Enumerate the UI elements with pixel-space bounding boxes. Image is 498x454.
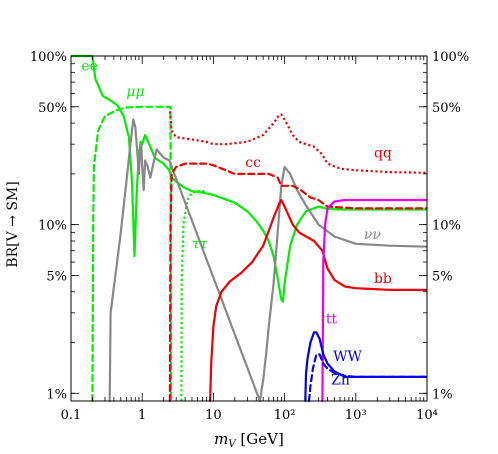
y-tick-label-right: 5% <box>432 269 453 284</box>
series-line-3 <box>108 118 427 403</box>
series-line-2 <box>180 190 207 402</box>
x-tick-label: 10⁴ <box>416 408 438 423</box>
series-label: cc <box>245 155 261 171</box>
series-line-1 <box>91 105 173 403</box>
plot-frame <box>70 55 428 402</box>
series-labels: ee μμ ττ νν qq cc bb tt WW Zh <box>81 59 392 389</box>
series-line-6 <box>209 198 427 403</box>
series-label: νν <box>364 227 382 243</box>
x-tick-label: 10 <box>205 408 222 423</box>
series-label: μμ <box>126 84 144 100</box>
y-tick-label-right: 10% <box>432 219 461 234</box>
y-tick-label-left: 1% <box>46 387 67 402</box>
series-label: tt <box>326 311 338 327</box>
series-line-7 <box>321 198 427 403</box>
series-line-4 <box>168 111 427 174</box>
series-label: Zh <box>331 372 350 388</box>
y-tick-label-left: 100% <box>30 50 67 65</box>
x-tick-label: 10³ <box>345 408 367 423</box>
y-tick-label-left: 50% <box>38 101 67 116</box>
y-axis-label: BR[V → SM] <box>5 181 21 267</box>
series-line-9 <box>307 353 427 403</box>
series-label: ee <box>81 59 98 75</box>
series-label: qq <box>374 146 392 162</box>
x-axis-label: mV [GeV] <box>214 430 284 450</box>
y-tick-label-right: 100% <box>432 50 469 65</box>
series-layer <box>71 54 427 403</box>
x-tick-label: 10² <box>274 408 296 423</box>
series-label: WW <box>333 349 362 365</box>
series-label: ττ <box>192 237 208 253</box>
axis-ticks: 0.1 1 10 10² 10³ 10⁴ 100% 100% 50% 50% 10% 10% 5% 5% 1… <box>30 50 469 423</box>
y-tick-label-left: 10% <box>38 219 67 234</box>
y-tick-label-right: 1% <box>432 387 453 402</box>
x-tick-label: 0.1 <box>61 408 82 423</box>
series-label: bb <box>374 271 392 287</box>
series-line-5 <box>168 162 427 403</box>
y-tick-label-right: 50% <box>432 101 461 116</box>
x-tick-label: 1 <box>138 408 146 423</box>
y-tick-label-left: 5% <box>46 269 67 284</box>
